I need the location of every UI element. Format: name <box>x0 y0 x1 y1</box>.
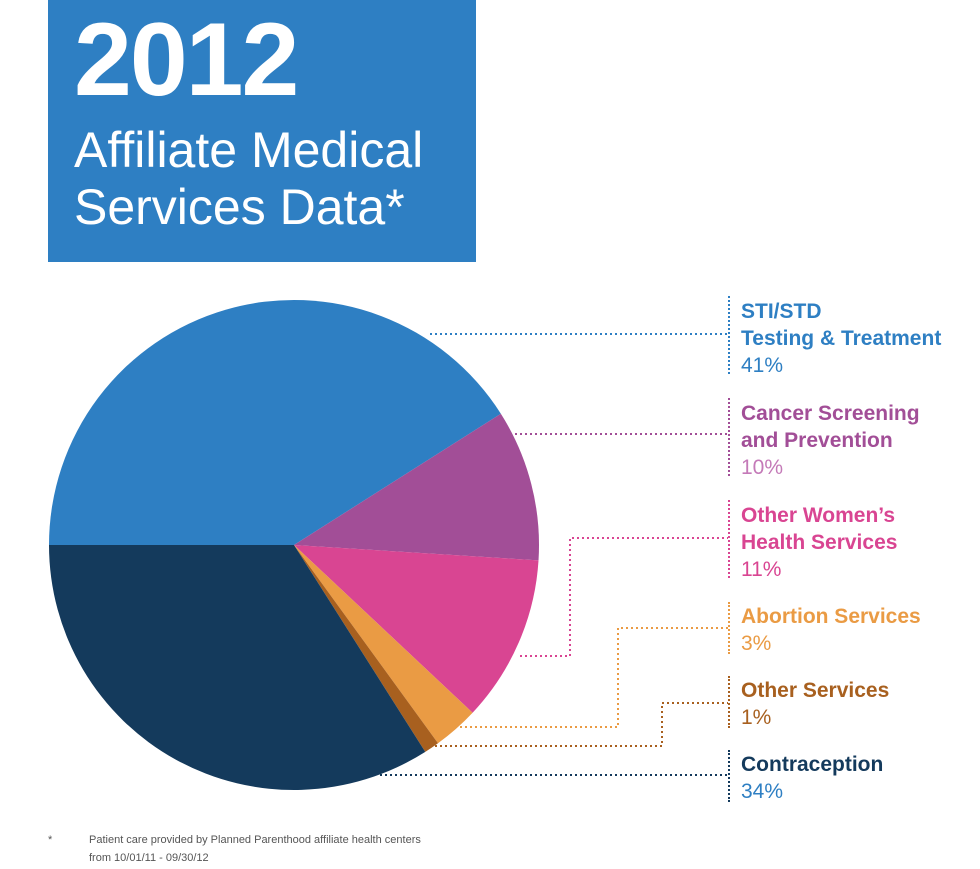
legend-bar <box>728 500 730 578</box>
legend-label: Other Women’s Health Services <box>741 504 898 554</box>
leader-line <box>430 702 728 747</box>
leader-line <box>520 537 728 657</box>
legend-bar <box>728 676 730 728</box>
legend-percent: 41% <box>741 354 784 377</box>
subtitle-line-1: Affiliate Medical <box>74 122 424 178</box>
title-year: 2012 <box>74 2 299 118</box>
legend-label: Contraception <box>741 753 884 776</box>
pie-slice-sti-std-testing-treatment <box>49 299 501 545</box>
legend-percent: 10% <box>741 456 784 479</box>
legend-percent: 3% <box>741 632 772 655</box>
legend-percent: 1% <box>741 706 772 729</box>
legend-bar <box>728 750 730 802</box>
pie-slice-abortion-services <box>294 545 473 744</box>
footnote-text: Patient care provided by Planned Parenth… <box>89 831 421 867</box>
pie-slice-other-women-s-health-services <box>294 545 539 713</box>
legend-label: Other Services <box>741 679 890 702</box>
legend-percent: 11% <box>741 558 782 581</box>
legend-bar <box>728 398 730 476</box>
subtitle-line-2: Services Data* <box>74 179 405 235</box>
legend-item-sti-std: STI/STD Testing & Treatment 41% <box>741 298 941 379</box>
title-banner: 2012 Affiliate Medical Services Data* <box>48 0 476 262</box>
legend-item-other-services: Other Services 1% <box>741 677 889 731</box>
legend-label: STI/STD Testing & Treatment <box>741 300 942 350</box>
legend-label: Abortion Services <box>741 605 921 628</box>
legend-bar <box>728 602 730 654</box>
legend-item-contraception: Contraception 34% <box>741 751 883 805</box>
title-subtitle: Affiliate Medical Services Data* <box>74 122 476 236</box>
leader-line <box>460 627 728 728</box>
legend-item-cancer-screening: Cancer Screening and Prevention 10% <box>741 400 920 481</box>
legend-bar <box>728 296 730 374</box>
legend-percent: 34% <box>741 780 784 803</box>
pie-slice-contraception <box>49 545 426 791</box>
legend-item-abortion-services: Abortion Services 3% <box>741 603 921 657</box>
footnote-line-2: from 10/01/11 - 09/30/12 <box>89 852 209 864</box>
legend-label: Cancer Screening and Prevention <box>741 402 920 452</box>
legend-item-other-womens-health: Other Women’s Health Services 11% <box>741 502 897 583</box>
pie-slice-other-services <box>294 545 439 752</box>
footnote-line-1: Patient care provided by Planned Parenth… <box>89 834 421 846</box>
footnote-marker: * <box>48 834 53 846</box>
pie-slice-cancer-screening-and-prevention <box>294 413 540 561</box>
